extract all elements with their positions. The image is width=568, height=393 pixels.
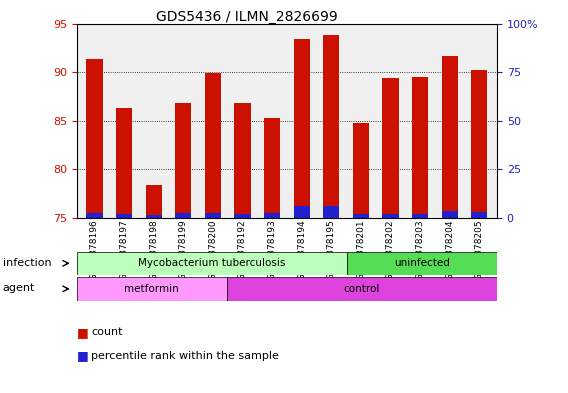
- Text: control: control: [344, 284, 380, 294]
- Text: agent: agent: [3, 283, 35, 293]
- Bar: [77, 252, 347, 275]
- Bar: [234, 214, 250, 218]
- Bar: [441, 211, 458, 218]
- Bar: [294, 206, 310, 218]
- Text: ■: ■: [77, 349, 89, 362]
- Bar: [323, 35, 340, 218]
- Bar: [382, 214, 399, 218]
- Bar: [264, 213, 280, 218]
- Text: ■: ■: [77, 325, 89, 339]
- Bar: [471, 70, 487, 218]
- Bar: [412, 214, 428, 218]
- Bar: [145, 185, 162, 218]
- Bar: [116, 108, 132, 218]
- Text: GDS5436 / ILMN_2826699: GDS5436 / ILMN_2826699: [156, 10, 338, 24]
- Bar: [353, 123, 369, 218]
- Bar: [227, 277, 497, 301]
- Bar: [471, 212, 487, 218]
- Bar: [353, 214, 369, 218]
- Bar: [86, 59, 103, 218]
- Bar: [294, 39, 310, 218]
- Text: percentile rank within the sample: percentile rank within the sample: [91, 351, 279, 361]
- Text: Mycobacterium tuberculosis: Mycobacterium tuberculosis: [138, 258, 286, 268]
- Text: count: count: [91, 327, 122, 337]
- Text: uninfected: uninfected: [394, 258, 450, 268]
- Bar: [347, 252, 497, 275]
- Bar: [234, 103, 250, 218]
- Bar: [382, 78, 399, 218]
- Bar: [204, 213, 221, 218]
- Bar: [86, 213, 103, 218]
- Bar: [175, 213, 191, 218]
- Bar: [175, 103, 191, 218]
- Bar: [204, 73, 221, 218]
- Text: infection: infection: [3, 257, 52, 268]
- Bar: [145, 215, 162, 218]
- Bar: [412, 77, 428, 218]
- Bar: [116, 214, 132, 218]
- Bar: [323, 206, 340, 218]
- Bar: [77, 277, 227, 301]
- Bar: [264, 118, 280, 218]
- Bar: [441, 56, 458, 218]
- Text: metformin: metformin: [124, 284, 179, 294]
